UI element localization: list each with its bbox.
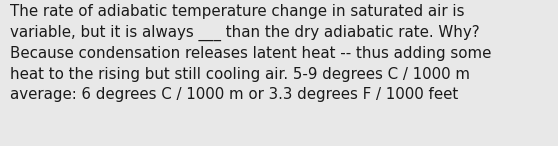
Text: The rate of adiabatic temperature change in saturated air is
variable, but it is: The rate of adiabatic temperature change… xyxy=(10,4,492,102)
